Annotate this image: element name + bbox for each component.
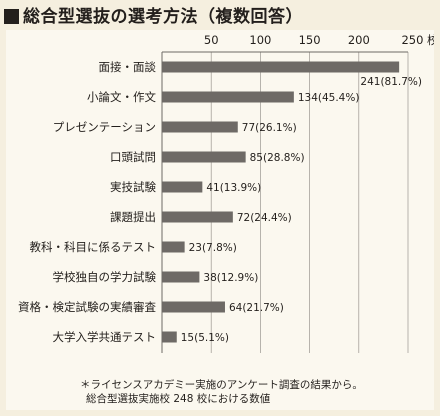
bar <box>162 271 200 283</box>
bar <box>162 301 225 313</box>
bar <box>162 61 400 73</box>
x-tick-label: 150 <box>299 33 321 47</box>
data-label: 77(26.1%) <box>242 122 297 134</box>
category-label: 学校独自の学力試験 <box>53 270 157 284</box>
data-label: 241(81.7%) <box>360 76 422 88</box>
category-label: 実技試験 <box>110 180 156 194</box>
data-label: 15(5.1%) <box>181 332 229 344</box>
bar <box>162 151 246 163</box>
bar-chart: 50 100 150 200 250 校面接・面談 241(81.7%) 小論文・作文 134… <box>18 33 434 353</box>
data-label: 85(28.8%) <box>250 152 305 164</box>
category-label: 教科・科目に係るテスト <box>30 240 157 254</box>
footnote: ＊ライセンスアカデミー実施のアンケート調査の結果から。 総合型選抜実施校 248… <box>80 378 363 406</box>
footnote-line-2: 総合型選抜実施校 248 校における数値 <box>86 393 271 405</box>
x-tick-label: 50 <box>204 33 219 47</box>
bar <box>162 211 233 223</box>
data-label: 72(24.4%) <box>237 212 292 224</box>
data-label: 38(12.9%) <box>203 272 258 284</box>
x-tick-label: 250 校 <box>401 33 434 47</box>
data-label: 64(21.7%) <box>229 302 284 314</box>
bar <box>162 121 238 133</box>
category-label: 小論文・作文 <box>87 90 156 104</box>
chart-title-text: 総合型選抜の選考方法（複数回答） <box>23 7 303 27</box>
data-label: 23(7.8%) <box>189 242 237 254</box>
category-label: 口頭試問 <box>110 150 156 164</box>
x-tick-label: 200 <box>348 33 370 47</box>
bar <box>162 241 185 253</box>
category-label: 面接・面談 <box>99 60 157 74</box>
footnote-line-1: ＊ライセンスアカデミー実施のアンケート調査の結果から。 <box>80 379 363 391</box>
category-label: 課題提出 <box>110 210 156 224</box>
square-bullet-icon <box>4 9 19 24</box>
bar <box>162 91 294 103</box>
bar <box>162 331 177 343</box>
bar <box>162 181 203 193</box>
chart-title: 総合型選抜の選考方法（複数回答） <box>4 2 303 27</box>
x-tick-label: 100 <box>249 33 271 47</box>
data-label: 41(13.9%) <box>206 182 261 194</box>
chart-panel: 50 100 150 200 250 校面接・面談 241(81.7%) 小論文・作文 134… <box>6 30 434 410</box>
category-label: プレゼンテーション <box>53 120 156 134</box>
category-label: 資格・検定試験の実績審査 <box>18 300 156 314</box>
category-label: 大学入学共通テスト <box>53 330 157 344</box>
data-label: 134(45.4%) <box>298 92 360 104</box>
